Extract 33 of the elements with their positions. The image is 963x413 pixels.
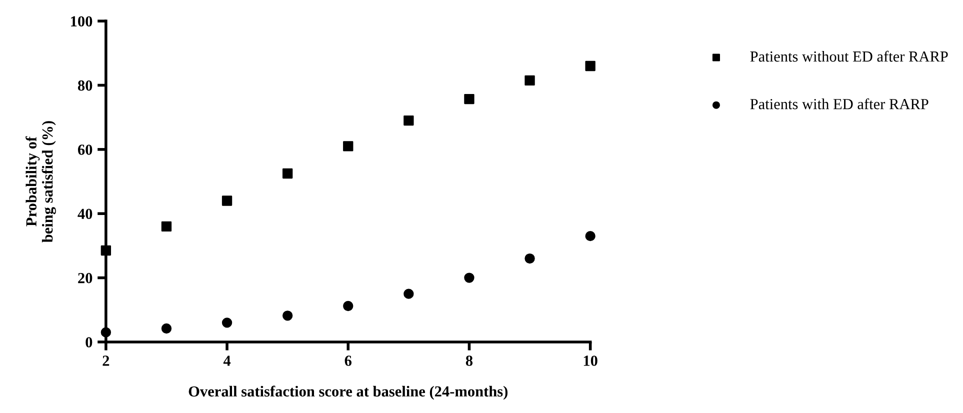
x-tick-label: 4 (223, 356, 231, 366)
point (100, 245, 112, 256)
x-tick-label: 2 (102, 356, 110, 366)
point (585, 230, 596, 242)
point (404, 115, 414, 126)
point (222, 196, 232, 206)
point (343, 300, 354, 312)
point (404, 288, 414, 299)
y-tick-label: 40 (78, 208, 92, 220)
x-tick-label: 8 (466, 356, 473, 366)
x-tick-label: 6 (344, 356, 352, 366)
legend-label: Patients without ED after RARP (750, 50, 948, 62)
y-tick-label: 80 (78, 80, 92, 91)
x-axis-title: Overall satisfaction score at baseline (24-months) (188, 386, 508, 400)
legend-label: Patients with ED after RARP (750, 98, 928, 110)
y-tick-label: 100 (71, 16, 92, 27)
y-tick-label: 20 (78, 272, 92, 284)
y-tick-label: 0 (86, 337, 92, 348)
point (161, 221, 172, 232)
point (524, 253, 535, 264)
point (343, 141, 354, 152)
y-axis-title: Probability of being satisfied (%) (26, 121, 56, 242)
point (282, 168, 293, 179)
y-tick-label: 60 (78, 144, 92, 155)
point (282, 310, 293, 321)
point (464, 272, 474, 283)
point (585, 60, 596, 72)
point (161, 323, 172, 334)
point (464, 94, 474, 104)
x-tick-label: 10 (584, 356, 598, 366)
point (524, 75, 535, 86)
point (222, 318, 232, 328)
point (100, 327, 112, 338)
